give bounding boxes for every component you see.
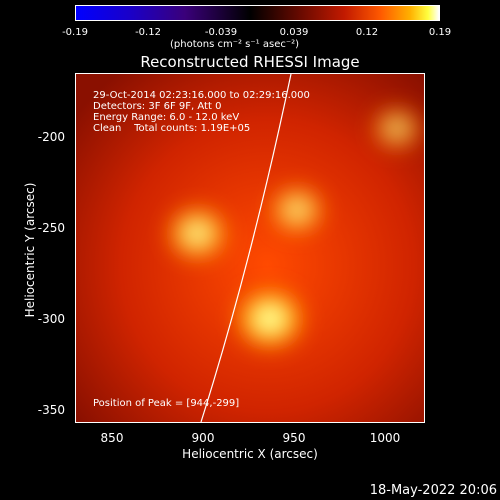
y-tick-label: -200 [37, 130, 65, 144]
info-clean-counts: Clean Total counts: 1.19E+05 [93, 123, 251, 134]
chart-title: Reconstructed RHESSI Image [140, 53, 360, 71]
x-tick-label: 900 [191, 431, 215, 445]
y-tick-label: -350 [37, 403, 65, 417]
colorbar-tick: -0.19 [62, 27, 88, 38]
emission-source-0 [229, 281, 311, 356]
x-axis-label: Heliocentric X (arcsec) [182, 447, 318, 461]
colorbar-tick: -0.039 [204, 27, 238, 38]
x-tick-label: 950 [282, 431, 306, 445]
x-tick-label: 1000 [369, 431, 401, 445]
heatmap-image [76, 74, 424, 422]
colorbar [75, 5, 440, 21]
emission-source-3 [368, 102, 424, 155]
info-time-range: 29-Oct-2014 02:23:16.000 to 02:29:16.000 [93, 90, 310, 101]
colorbar-units: (photons cm⁻² s⁻¹ asec⁻²) [170, 39, 300, 50]
info-detectors: Detectors: 3F 6F 9F, Att 0 [93, 101, 222, 112]
plot-date: 18-May-2022 20:06 [369, 483, 497, 498]
y-axis-label: Heliocentric Y (arcsec) [23, 182, 37, 318]
peak-position: Position of Peak = [944,-299] [93, 398, 240, 409]
y-tick-label: -300 [37, 312, 65, 326]
colorbar-tick: 0.19 [428, 27, 452, 38]
emission-source-2 [264, 180, 330, 240]
colorbar-tick: 0.039 [279, 27, 309, 38]
x-tick-label: 850 [100, 431, 124, 445]
solar-limb-curve [200, 74, 292, 422]
colorbar-tick: -0.12 [135, 27, 161, 38]
plot-area [75, 73, 425, 423]
colorbar-tick: 0.12 [355, 27, 379, 38]
emission-source-1 [161, 201, 234, 266]
y-tick-label: -250 [37, 221, 65, 235]
info-energy-range: Energy Range: 6.0 - 12.0 keV [93, 112, 240, 123]
